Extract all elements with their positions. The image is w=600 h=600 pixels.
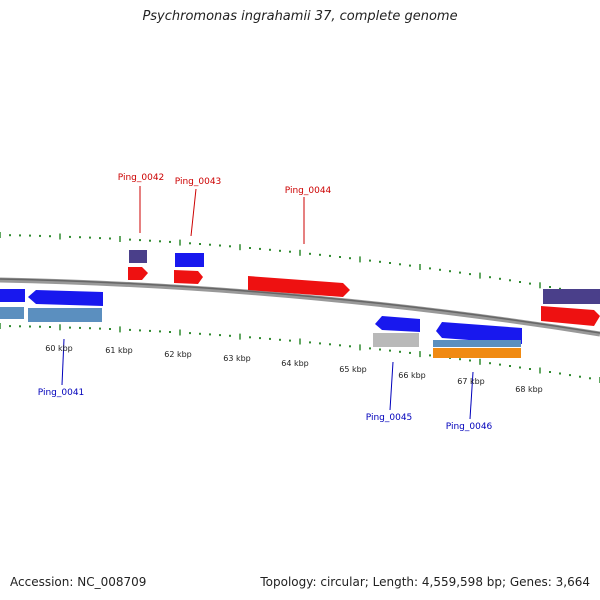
gene-arrow-reverse[interactable] — [0, 289, 25, 302]
feature-gray[interactable] — [373, 333, 419, 347]
genome-summary-text: Topology: circular; Length: 4,559,598 bp… — [260, 575, 590, 589]
gene-label[interactable]: Ping_0042 — [118, 173, 165, 183]
feature-steel[interactable] — [28, 308, 102, 322]
feature-orange[interactable] — [433, 348, 521, 358]
gene-arrow-reverse[interactable] — [28, 290, 103, 306]
scale-tick-label: 61 kbp — [105, 346, 133, 355]
gene-arrow-reverse[interactable] — [375, 316, 420, 332]
reverse-scale-ticks — [0, 323, 600, 383]
scale-tick-label: 68 kbp — [515, 385, 543, 394]
genome-backbone — [0, 277, 600, 337]
scale-tick-label: 64 kbp — [281, 359, 309, 368]
accession-text: Accession: NC_008709 — [10, 575, 147, 589]
gene-label[interactable]: Ping_0045 — [366, 413, 413, 423]
label-leader-line — [389, 361, 394, 411]
scale-tick-label: 65 kbp — [339, 365, 367, 374]
gene-block-reverse[interactable] — [175, 253, 204, 267]
scale-tick-label: 66 kbp — [398, 371, 426, 380]
gene-arrow-forward[interactable] — [248, 276, 350, 297]
gene-label[interactable]: Ping_0046 — [446, 422, 493, 432]
genome-title: Psychromonas ingrahamii 37, complete gen… — [142, 9, 458, 24]
label-leader-line — [61, 338, 65, 386]
gene-label[interactable]: Ping_0043 — [175, 177, 222, 187]
feature-steel[interactable] — [433, 340, 521, 347]
feature-purple[interactable] — [543, 289, 600, 304]
label-leader-line — [469, 371, 474, 420]
feature-steel[interactable] — [0, 307, 24, 319]
label-leader-line — [190, 188, 197, 237]
feature-purple[interactable] — [129, 250, 147, 263]
gene-arrow-forward[interactable] — [128, 267, 148, 280]
gene-arrow-forward[interactable] — [541, 306, 600, 326]
scale-tick-label: 60 kbp — [45, 344, 73, 353]
scale-tick-label: 67 kbp — [457, 377, 485, 386]
scale-tick-label: 63 kbp — [223, 354, 251, 363]
gene-label[interactable]: Ping_0041 — [38, 388, 85, 398]
scale-tick-label: 62 kbp — [164, 350, 192, 359]
gene-arrow-reverse[interactable] — [436, 322, 522, 344]
gene-arrow-forward[interactable] — [174, 270, 203, 284]
gene-label[interactable]: Ping_0044 — [285, 186, 332, 196]
